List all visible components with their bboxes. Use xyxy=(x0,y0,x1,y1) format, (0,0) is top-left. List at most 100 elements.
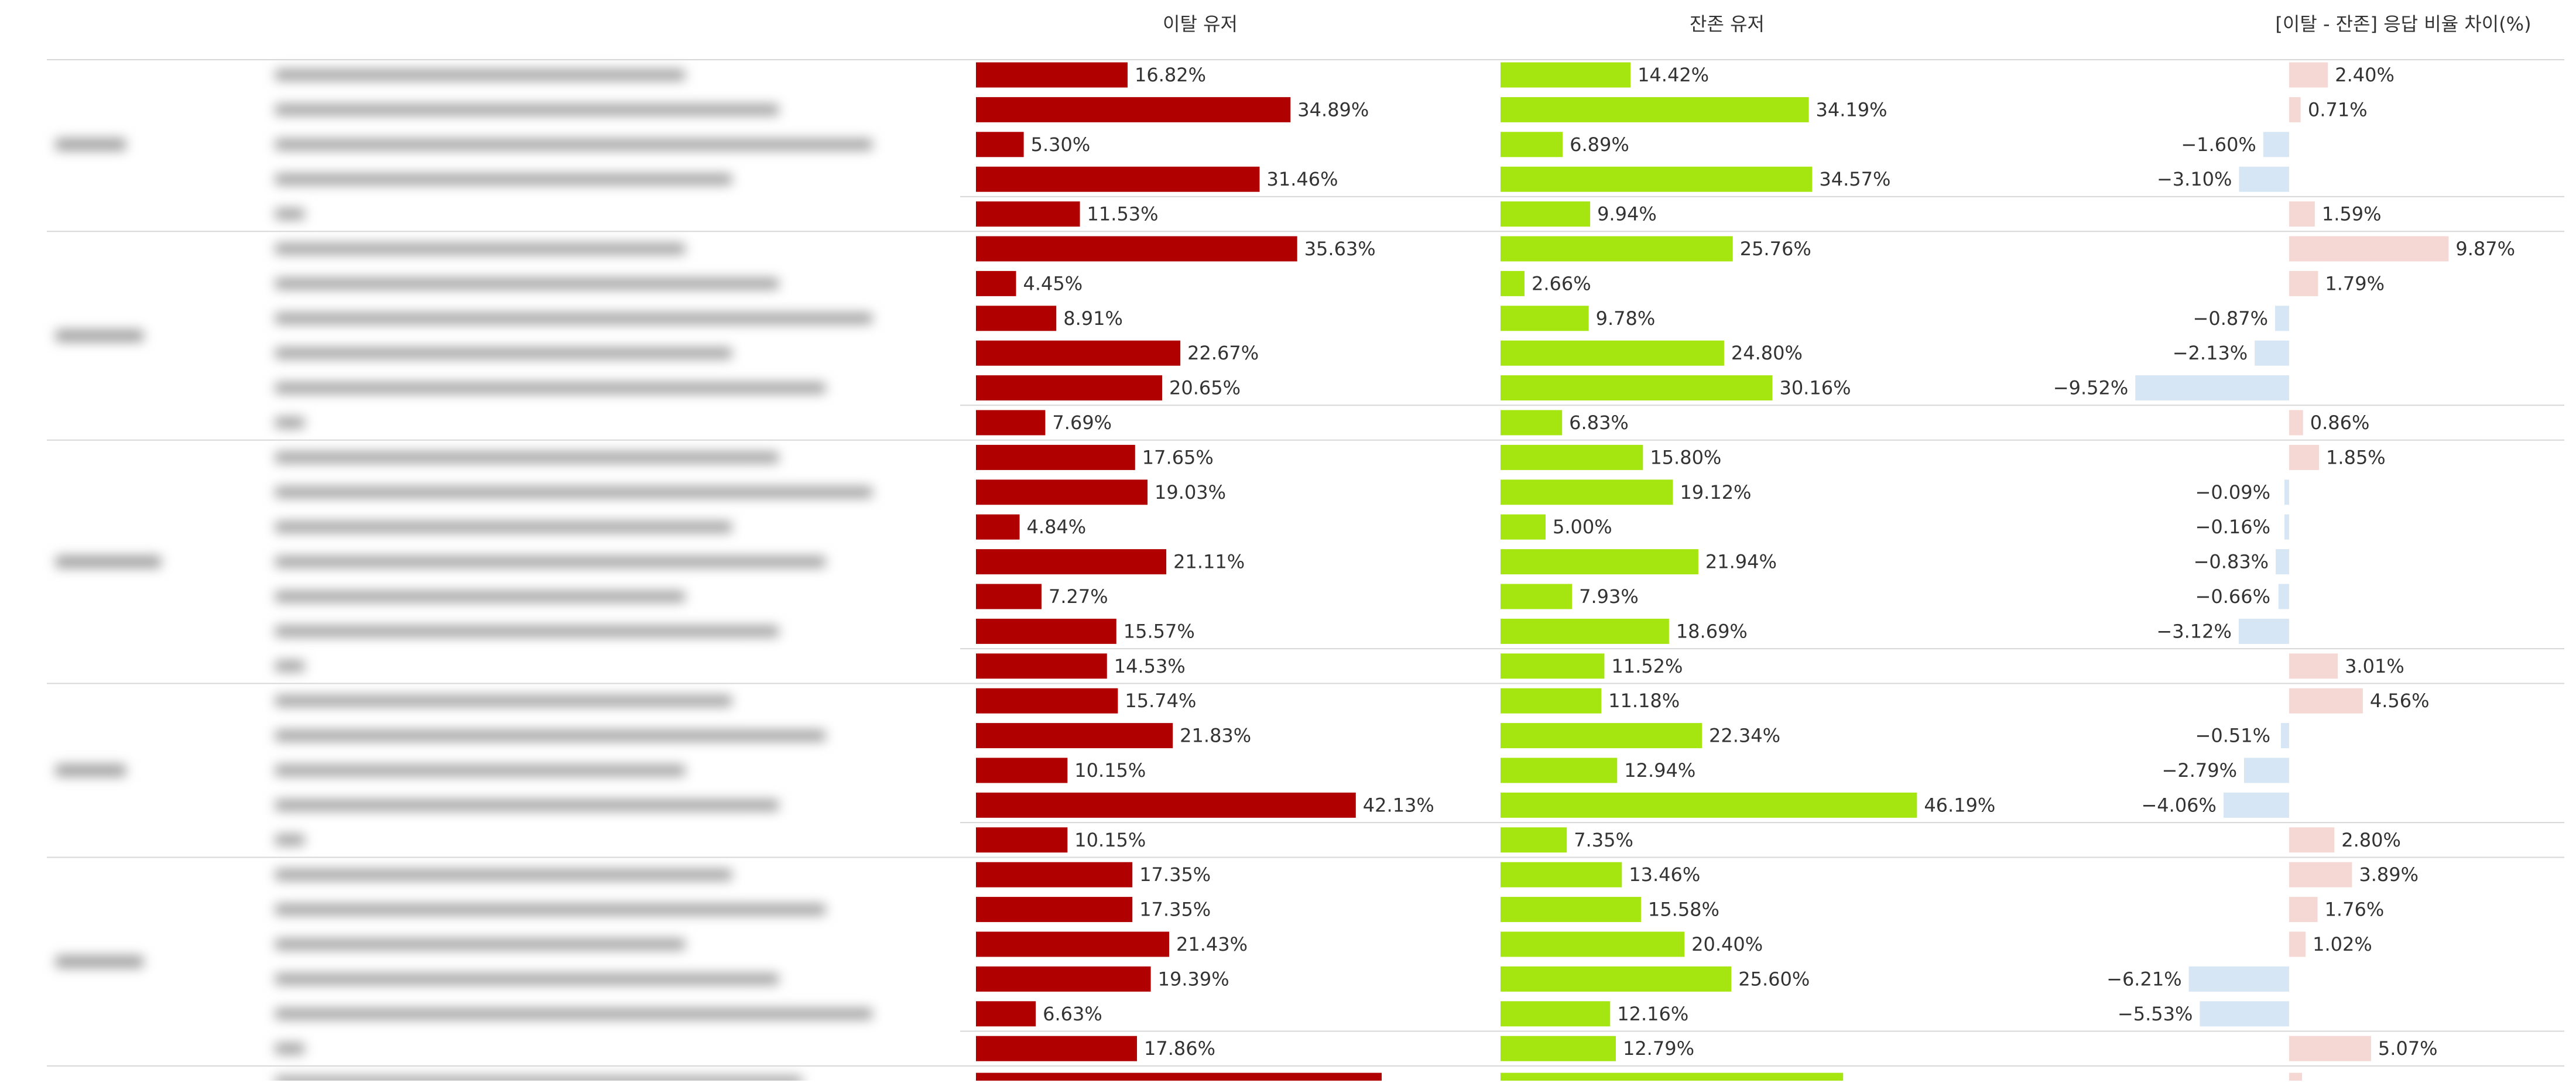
churn-bar xyxy=(976,444,1135,470)
blurred-option-label xyxy=(275,348,732,359)
diff-bar-positive xyxy=(2289,688,2363,714)
diff-value-label: −0.87% xyxy=(2193,307,2268,330)
diff-bar-positive xyxy=(2289,410,2303,436)
diff-bar-negative xyxy=(2284,514,2289,540)
retain-value-label: 18.69% xyxy=(1676,620,1748,642)
blurred-option-label xyxy=(275,695,732,707)
diff-value-label: −0.83% xyxy=(2194,551,2269,573)
blurred-option-label xyxy=(275,765,685,776)
diff-value-label: −1.60% xyxy=(2181,133,2256,156)
churn-bar xyxy=(976,931,1170,957)
blurred-option-label xyxy=(275,244,685,254)
diff-value-label: 1.76% xyxy=(2325,899,2385,921)
retain-bar xyxy=(1501,375,1773,401)
diff-bar-negative xyxy=(2223,792,2289,818)
retain-value-label: 12.94% xyxy=(1624,759,1695,782)
retain-value-label: 21.94% xyxy=(1705,551,1777,573)
churn-bar xyxy=(976,201,1080,227)
retain-bar xyxy=(1501,201,1591,227)
diff-bar-negative xyxy=(2188,966,2289,992)
retain-value-label: 11.18% xyxy=(1608,690,1680,712)
retain-bar xyxy=(1501,758,1618,783)
churn-value-label: 22.67% xyxy=(1187,342,1259,364)
diff-value-label: −0.51% xyxy=(2195,725,2270,747)
blurred-option-label xyxy=(275,974,779,985)
churn-bar xyxy=(976,618,1116,644)
retain-value-label: 25.76% xyxy=(1740,238,1811,260)
churn-value-label: 17.35% xyxy=(1139,863,1211,886)
column-headers: 이탈 유저 잔존 유저 [이탈 - 잔존] 응답 비율 차이(%) xyxy=(1163,13,2532,35)
churn-value-label: 35.63% xyxy=(1304,238,1376,260)
churn-value-label: 6.63% xyxy=(1043,1003,1102,1025)
diff-bar-negative xyxy=(2276,549,2289,575)
churn-bar xyxy=(976,549,1167,575)
diff-bar-negative xyxy=(2255,340,2289,366)
diff-bar-negative xyxy=(2278,584,2289,609)
diff-bar-positive xyxy=(2289,897,2318,923)
churn-bar xyxy=(976,1036,1138,1061)
diff-bar-positive xyxy=(2289,653,2338,679)
churn-value-label: 21.43% xyxy=(1176,933,1248,955)
diff-bar-negative xyxy=(2243,758,2289,783)
blurred-option-label xyxy=(275,660,304,671)
churn-bar xyxy=(976,827,1068,853)
churn-bar xyxy=(976,688,1118,714)
diff-value-label: −0.66% xyxy=(2195,585,2270,608)
diff-bar-negative xyxy=(2200,1001,2289,1027)
retain-value-label: 5.00% xyxy=(1553,516,1612,538)
blurred-group-label xyxy=(56,330,143,342)
retain-bar xyxy=(1501,584,1573,609)
churn-value-label: 42.13% xyxy=(1363,794,1434,816)
churn-bar xyxy=(976,1001,1036,1027)
blurred-option-label xyxy=(275,1008,872,1019)
churn-value-label: 15.74% xyxy=(1125,690,1196,712)
diff-value-label: −0.09% xyxy=(2195,481,2270,503)
blurred-option-label xyxy=(275,1076,802,1083)
retain-value-label: 15.80% xyxy=(1650,446,1721,468)
blurred-labels-layer xyxy=(56,70,872,1083)
churn-bar xyxy=(976,479,1148,505)
diff-value-label: −9.52% xyxy=(2053,377,2128,399)
churn-bar xyxy=(976,270,1016,296)
blurred-option-label xyxy=(275,730,825,741)
churn-value-label: 14.53% xyxy=(1114,655,1186,677)
churn-value-label: 5.30% xyxy=(1031,133,1091,156)
churn-bar xyxy=(976,1072,1382,1083)
retain-value-label: 46.19% xyxy=(1924,794,1995,816)
retain-value-label: 9.94% xyxy=(1597,203,1657,225)
churn-bar xyxy=(976,966,1151,992)
churn-value-label: 10.15% xyxy=(1074,759,1146,782)
diff-bar-positive xyxy=(2289,827,2335,853)
diff-bar-positive xyxy=(2289,931,2306,957)
diff-bar-positive xyxy=(2289,270,2318,296)
diff-value-label: 1.85% xyxy=(2326,446,2386,468)
retain-bar xyxy=(1501,618,1669,644)
blurred-option-label xyxy=(275,939,685,950)
retain-value-label: 19.12% xyxy=(1680,481,1751,503)
retain-bar xyxy=(1501,97,1809,122)
churn-value-label: 17.86% xyxy=(1144,1037,1215,1060)
retain-value-label: 12.79% xyxy=(1623,1037,1694,1060)
retain-bar xyxy=(1501,236,1733,262)
bars-layer: 16.82% 14.42% 2.40% 34.89% 34.19% 0.71% 5.30% 6… xyxy=(976,62,2515,1083)
column-title-churn: 이탈 유저 xyxy=(1163,13,1238,35)
retain-value-label: 2.66% xyxy=(1532,272,1591,294)
retain-value-label: 6.89% xyxy=(1570,133,1629,156)
diff-bar-negative xyxy=(2280,723,2289,749)
diff-bar-negative xyxy=(2263,132,2289,157)
churn-bar xyxy=(976,410,1046,436)
churn-value-label: 17.65% xyxy=(1142,446,1214,468)
churn-value-label: 10.15% xyxy=(1074,829,1146,851)
churn-value-label: 19.03% xyxy=(1155,481,1226,503)
churn-bar xyxy=(976,792,1356,818)
retain-bar xyxy=(1501,688,1602,714)
retain-bar xyxy=(1501,132,1563,157)
retain-value-label: 30.16% xyxy=(1779,377,1851,399)
diff-bar-negative xyxy=(2135,375,2289,401)
churn-value-label: 34.89% xyxy=(1297,98,1369,121)
churn-value-label: 31.46% xyxy=(1266,168,1338,190)
column-title-retain: 잔존 유저 xyxy=(1690,13,1765,35)
diff-bar-negative xyxy=(2284,479,2289,505)
churn-bar xyxy=(976,862,1133,887)
retain-bar xyxy=(1501,62,1631,88)
